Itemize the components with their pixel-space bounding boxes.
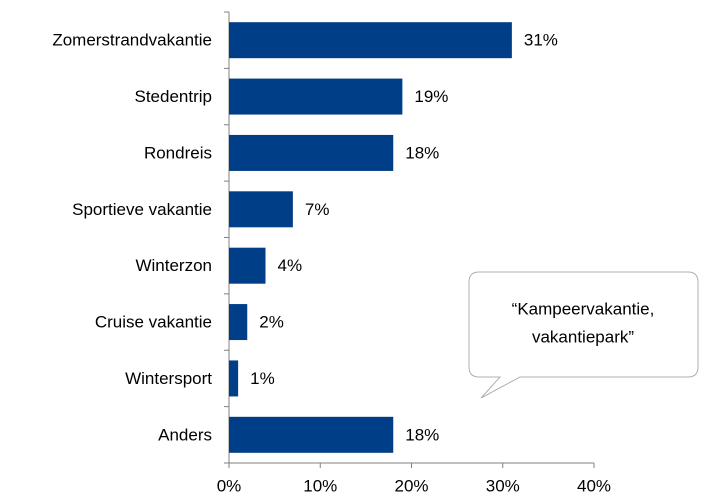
data-label: 19% xyxy=(414,87,448,106)
y-tick-label: Wintersport xyxy=(125,369,212,388)
data-label: 2% xyxy=(259,313,284,332)
y-tick-label: Winterzon xyxy=(135,256,212,275)
data-label: 7% xyxy=(305,200,330,219)
data-label: 18% xyxy=(405,143,439,162)
y-tick-label: Anders xyxy=(158,425,212,444)
x-tick-label: 0% xyxy=(217,476,242,495)
x-tick-label: 40% xyxy=(577,476,611,495)
bar xyxy=(229,191,293,228)
bar xyxy=(229,360,239,397)
bar xyxy=(229,416,394,453)
x-tick-label: 30% xyxy=(486,476,520,495)
annotation: “Kampeervakantie, xyxy=(512,299,655,318)
bar xyxy=(229,22,512,59)
y-tick-label: Sportieve vakantie xyxy=(72,200,212,219)
bar xyxy=(229,78,403,115)
x-tick-label: 20% xyxy=(394,476,428,495)
y-tick-label: Cruise vakantie xyxy=(95,313,212,332)
bar xyxy=(229,134,394,171)
callout xyxy=(468,271,699,399)
bar xyxy=(229,304,248,341)
y-tick-label: Stedentrip xyxy=(135,87,213,106)
data-label: 4% xyxy=(278,256,303,275)
y-tick-label: Zomerstrandvakantie xyxy=(52,31,212,50)
bar xyxy=(229,247,266,284)
annotation: vakantiepark” xyxy=(532,327,634,346)
data-label: 1% xyxy=(250,369,275,388)
x-tick-label: 10% xyxy=(303,476,337,495)
data-label: 31% xyxy=(524,31,558,50)
y-tick-label: Rondreis xyxy=(144,143,212,162)
data-label: 18% xyxy=(405,425,439,444)
